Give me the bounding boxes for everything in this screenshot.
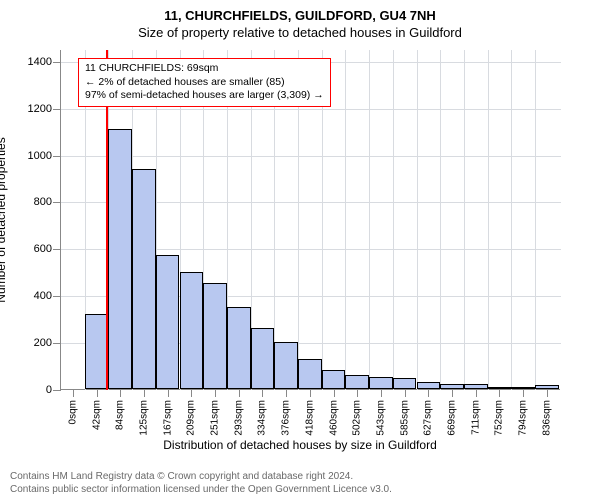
annotation-line1: 11 CHURCHFIELDS: 69sqm bbox=[85, 62, 324, 76]
chart-container: 11, CHURCHFIELDS, GUILDFORD, GU4 7NH Siz… bbox=[0, 0, 600, 500]
histogram-bar bbox=[417, 382, 441, 389]
xtick bbox=[97, 389, 98, 397]
ytick-label: 600 bbox=[2, 243, 52, 255]
ytick-label: 200 bbox=[2, 337, 52, 349]
gridline-v bbox=[393, 50, 394, 390]
gridline-v bbox=[535, 50, 536, 390]
gridline-v bbox=[369, 50, 370, 390]
ytick-label: 400 bbox=[2, 290, 52, 302]
xtick-label: 84sqm bbox=[115, 400, 126, 430]
y-axis-label: Number of detached properties bbox=[0, 137, 8, 302]
gridline-v bbox=[417, 50, 418, 390]
xtick bbox=[168, 389, 169, 397]
xtick-label: 543sqm bbox=[375, 400, 386, 436]
title-sub: Size of property relative to detached ho… bbox=[0, 23, 600, 40]
xtick bbox=[73, 389, 74, 397]
xtick-label: 460sqm bbox=[328, 400, 339, 436]
xtick-label: 376sqm bbox=[281, 400, 292, 436]
xtick-label: 334sqm bbox=[257, 400, 268, 436]
ytick bbox=[53, 390, 61, 391]
ytick bbox=[53, 62, 61, 63]
footer: Contains HM Land Registry data © Crown c… bbox=[10, 471, 392, 496]
footer-line1: Contains HM Land Registry data © Crown c… bbox=[10, 471, 392, 484]
gridline-v bbox=[464, 50, 465, 390]
ytick bbox=[53, 156, 61, 157]
ytick bbox=[53, 249, 61, 250]
gridline-h bbox=[61, 109, 561, 110]
histogram-bar bbox=[132, 169, 156, 389]
ytick bbox=[53, 109, 61, 110]
xtick bbox=[215, 389, 216, 397]
x-axis-label: Distribution of detached houses by size … bbox=[0, 438, 600, 452]
xtick-label: 418sqm bbox=[304, 400, 315, 436]
annotation-line2: ← 2% of detached houses are smaller (85) bbox=[85, 76, 324, 90]
xtick bbox=[286, 389, 287, 397]
xtick-label: 0sqm bbox=[67, 400, 78, 424]
xtick-label: 711sqm bbox=[470, 400, 481, 435]
xtick-label: 251sqm bbox=[210, 400, 221, 436]
xtick bbox=[523, 389, 524, 397]
xtick bbox=[334, 389, 335, 397]
xtick-label: 752sqm bbox=[494, 400, 505, 436]
histogram-bar bbox=[393, 378, 417, 389]
xtick bbox=[262, 389, 263, 397]
footer-line2: Contains public sector information licen… bbox=[10, 484, 392, 497]
xtick bbox=[499, 389, 500, 397]
xtick bbox=[547, 389, 548, 397]
histogram-bar bbox=[251, 328, 275, 389]
histogram-bar bbox=[85, 314, 109, 389]
ytick-label: 1200 bbox=[2, 103, 52, 115]
xtick-label: 627sqm bbox=[423, 400, 434, 436]
histogram-bar bbox=[369, 377, 393, 389]
xtick bbox=[191, 389, 192, 397]
histogram-bar bbox=[298, 359, 322, 389]
gridline-v bbox=[488, 50, 489, 390]
xtick-label: 293sqm bbox=[233, 400, 244, 436]
title-main: 11, CHURCHFIELDS, GUILDFORD, GU4 7NH bbox=[0, 0, 600, 23]
xtick bbox=[452, 389, 453, 397]
histogram-bar bbox=[203, 283, 227, 389]
gridline-h bbox=[61, 156, 561, 157]
histogram-bar bbox=[322, 370, 346, 389]
histogram-bar bbox=[108, 129, 132, 389]
xtick-label: 167sqm bbox=[162, 400, 173, 436]
xtick bbox=[405, 389, 406, 397]
ytick bbox=[53, 202, 61, 203]
ytick-label: 800 bbox=[2, 196, 52, 208]
xtick bbox=[381, 389, 382, 397]
xtick bbox=[120, 389, 121, 397]
xtick-label: 209sqm bbox=[186, 400, 197, 436]
histogram-bar bbox=[345, 375, 369, 389]
xtick bbox=[428, 389, 429, 397]
histogram-bar bbox=[274, 342, 298, 389]
xtick-label: 502sqm bbox=[352, 400, 363, 436]
ytick bbox=[53, 343, 61, 344]
annotation-box: 11 CHURCHFIELDS: 69sqm ← 2% of detached … bbox=[78, 58, 331, 107]
histogram-bar bbox=[227, 307, 251, 389]
xtick-label: 42sqm bbox=[91, 400, 102, 430]
xtick-label: 669sqm bbox=[447, 400, 458, 436]
ytick-label: 0 bbox=[2, 384, 52, 396]
ytick-label: 1400 bbox=[2, 56, 52, 68]
histogram-bar bbox=[156, 255, 180, 389]
xtick-label: 125sqm bbox=[138, 400, 149, 436]
xtick bbox=[144, 389, 145, 397]
ytick bbox=[53, 296, 61, 297]
xtick-label: 794sqm bbox=[518, 400, 529, 436]
xtick bbox=[357, 389, 358, 397]
gridline-v bbox=[511, 50, 512, 390]
annotation-line3: 97% of semi-detached houses are larger (… bbox=[85, 89, 324, 103]
xtick bbox=[476, 389, 477, 397]
gridline-v bbox=[440, 50, 441, 390]
xtick bbox=[239, 389, 240, 397]
xtick-label: 585sqm bbox=[399, 400, 410, 436]
gridline-v bbox=[345, 50, 346, 390]
xtick-label: 836sqm bbox=[541, 400, 552, 436]
ytick-label: 1000 bbox=[2, 150, 52, 162]
xtick bbox=[310, 389, 311, 397]
histogram-bar bbox=[180, 272, 204, 389]
